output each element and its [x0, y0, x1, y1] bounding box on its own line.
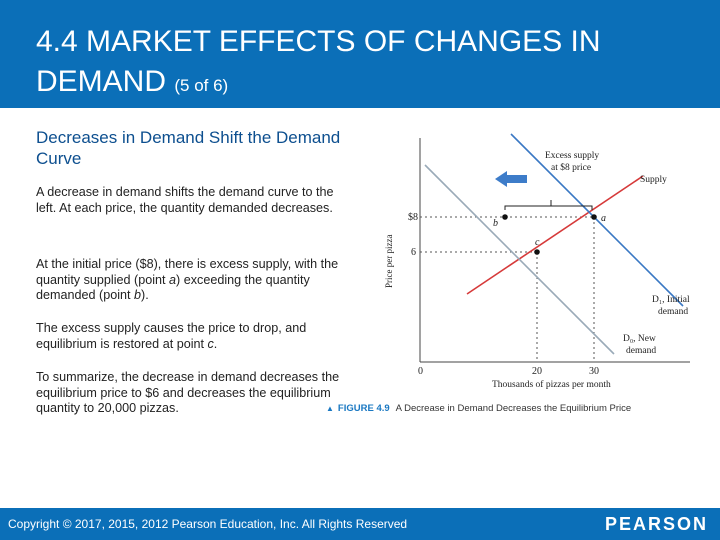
point-b-label: b — [493, 218, 498, 229]
paragraph-3: The excess supply causes the price to dr… — [36, 321, 346, 352]
x-axis-label: Thousands of pizzas per month — [492, 379, 611, 390]
d1-label-1: D₁, Initial — [652, 295, 690, 305]
figure-4-9: a b c Excess supply at $8 price Supply D… — [380, 128, 710, 396]
para2-text-e: ). — [141, 288, 149, 302]
para3-text-c: . — [213, 336, 218, 351]
figure-caption: ▲ FIGURE 4.9 A Decrease in Demand Decrease… — [326, 403, 716, 414]
supply-curve — [466, 175, 644, 295]
pearson-logo: PEARSON — [604, 514, 708, 534]
title-suffix: (5 of 6) — [174, 76, 229, 95]
shift-arrow-icon — [495, 171, 507, 187]
excess-supply-label-1: Excess supply — [545, 151, 599, 161]
slide-header: 4.4 MARKET EFFECTS OF CHANGES IN DEMAND … — [0, 0, 720, 108]
paragraph-4: To summarize, the decrease in demand dec… — [36, 370, 340, 415]
caption-text: A Decrease in Demand Decreases the Equil… — [395, 403, 632, 414]
x-tick-20: 20 — [532, 366, 542, 377]
demand-new-curve — [424, 164, 615, 355]
y-tick-6: 6 — [411, 247, 416, 258]
slide-title: 4.4 MARKET EFFECTS OF CHANGES IN DEMAND … — [36, 22, 696, 106]
para2-text-a: At the initial price ($8), there is exce… — [36, 257, 339, 287]
para3-text-a: The excess supply causes the price to dr… — [36, 321, 307, 351]
para2-point-b: b — [134, 288, 142, 302]
shift-arrow-body — [507, 175, 527, 183]
para2-text-c: ) exceeding the quantity demanded (point — [36, 272, 310, 303]
paragraph-2: At the initial price ($8), there is exce… — [36, 257, 346, 304]
y-tick-8: $8 — [408, 212, 418, 223]
point-c-label: c — [535, 237, 540, 248]
x-tick-30: 30 — [589, 366, 599, 377]
para2-point-a: a — [169, 272, 177, 287]
point-a-label: a — [601, 213, 606, 224]
d1-label-2: demand — [658, 307, 688, 317]
slide-footer: Copyright © 2017, 2015, 2012 Pearson Edu… — [0, 508, 720, 540]
caption-triangle-icon: ▲ — [326, 404, 334, 413]
paragraph-1: A decrease in demand shifts the demand c… — [36, 185, 334, 215]
copyright-text: Copyright © 2017, 2015, 2012 Pearson Edu… — [8, 517, 408, 531]
demand-initial-curve — [510, 133, 684, 307]
para3-point-c: c — [207, 336, 214, 351]
y-axis-label: Price per pizza — [384, 235, 394, 288]
point-a-dot — [591, 214, 597, 220]
point-b-dot — [502, 214, 508, 220]
point-c-dot — [534, 249, 540, 255]
supply-label: Supply — [640, 175, 667, 185]
title-main: 4.4 MARKET EFFECTS OF CHANGES IN DEMAND — [36, 25, 601, 98]
excess-supply-brace — [504, 200, 593, 210]
slide-subtitle: Decreases in Demand Shift the Demand Cur… — [36, 128, 341, 168]
d0-label-1: D₀, New — [623, 334, 656, 344]
x-tick-0: 0 — [418, 366, 423, 377]
excess-supply-label-2: at $8 price — [551, 162, 591, 173]
d0-label-2: demand — [626, 346, 656, 356]
supply-demand-chart: a b c Excess supply at $8 price Supply D… — [384, 133, 690, 390]
caption-label: FIGURE 4.9 — [337, 403, 390, 414]
